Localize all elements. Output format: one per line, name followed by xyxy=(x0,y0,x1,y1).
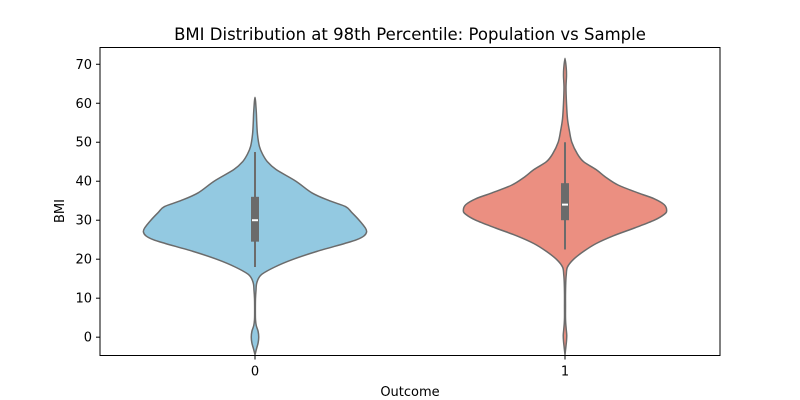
y-tick-label: 50 xyxy=(75,136,92,151)
plot-frame xyxy=(99,47,721,356)
y-axis-label: BMI xyxy=(53,199,68,223)
chart-title: BMI Distribution at 98th Percentile: Pop… xyxy=(174,25,646,44)
y-tick-label: 20 xyxy=(75,253,92,268)
y-tick-label: 0 xyxy=(84,331,92,346)
violin-iqr-box-1 xyxy=(561,183,569,221)
plot-area xyxy=(142,57,668,356)
x-axis-label: Outcome xyxy=(380,385,439,400)
y-tick-label: 40 xyxy=(75,175,92,190)
y-tick-label: 70 xyxy=(75,58,92,73)
y-tick-label: 10 xyxy=(75,292,92,307)
y-tick-label: 60 xyxy=(75,97,92,112)
x-tick-label: 1 xyxy=(561,365,569,380)
y-tick-label: 30 xyxy=(75,214,92,229)
y-axis: 0 10 20 30 40 50 60 70 xyxy=(75,58,100,346)
x-tick-label: 0 xyxy=(251,365,259,380)
